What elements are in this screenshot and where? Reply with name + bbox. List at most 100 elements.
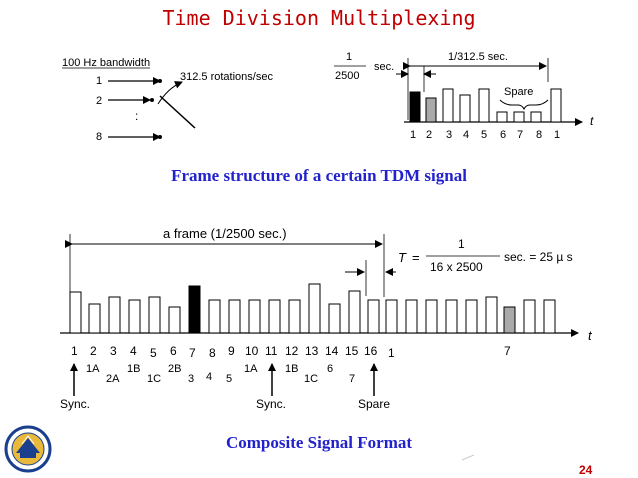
slot-number-1: 1 [71, 344, 78, 358]
top-pulse-label-3: 3 [446, 129, 452, 141]
slot-number-12: 12 [285, 344, 299, 358]
channel-label-11: 1C [304, 373, 318, 385]
top-pulse-1 [409, 91, 421, 123]
caption-frame-structure: Frame structure of a certain TDM signal [171, 166, 467, 185]
frame-label: a frame (1/2500 sec.) [163, 226, 287, 241]
top-pulse-label-2: 2 [426, 129, 432, 141]
slot-number-3: 3 [110, 344, 117, 358]
bottom-pulse-18 [405, 299, 418, 334]
bottom-pulse-11 [268, 299, 281, 334]
bottom-pulse-22 [485, 296, 498, 334]
result-label: sec. = 25 µ s [504, 250, 573, 264]
slot-number-15: 15 [345, 344, 359, 358]
channel-label-8: 5 [226, 373, 232, 385]
axis-t-top: t [590, 114, 594, 128]
frame-bottom: a frame (1/2500 sec.) T = 1 16 x 2500 se… [60, 226, 593, 411]
channel-label-6: 3 [188, 373, 194, 385]
top-pulse-9 [550, 88, 562, 123]
slot-number-18: 7 [504, 344, 511, 358]
frac-numerator: 1 [458, 237, 465, 251]
top-pulse-label-1: 1 [410, 129, 416, 141]
bottom-pulse-20 [445, 299, 458, 334]
top-pulse-6 [496, 111, 508, 123]
bottom-pulse-5 [148, 296, 161, 334]
bottom-pulse-25 [543, 299, 556, 334]
channel-label-12: 6 [327, 363, 333, 375]
slot-number-13: 13 [305, 344, 319, 358]
top-pulse-label-7: 7 [517, 129, 523, 141]
bottom-pulse-16 [367, 299, 380, 334]
slot-number-6: 6 [170, 344, 177, 358]
slot-number-16: 16 [364, 344, 378, 358]
top-pulse-label-4: 4 [463, 129, 469, 141]
channel-label-10: 1B [285, 363, 298, 375]
bottom-pulse-8 [208, 299, 221, 334]
top-pulse-8 [530, 111, 542, 123]
slot-number-9: 9 [228, 344, 235, 358]
sync-label-1: Sync. [60, 397, 90, 411]
bottom-pulse-1 [69, 291, 82, 334]
bottom-pulse-6 [168, 306, 181, 334]
university-logo [4, 425, 52, 473]
bottom-pulse-2 [88, 303, 101, 334]
slot-number-5: 5 [150, 346, 157, 360]
spare-label-bottom: Spare [358, 397, 390, 411]
bottom-pulse-23 [503, 306, 516, 334]
channel-label-5: 2B [168, 363, 181, 375]
sec-unit: sec. [374, 61, 394, 73]
T-symbol: T [398, 250, 407, 265]
sec-numerator: 1 [346, 51, 352, 63]
spare-label-top: Spare [504, 86, 533, 98]
channel-label-4: 1C [147, 373, 161, 385]
bottom-pulse-19 [425, 299, 438, 334]
bottom-pulse-13 [308, 283, 321, 334]
bottom-pulse-12 [288, 299, 301, 334]
rotation-label: 312.5 rotations/sec [180, 71, 273, 83]
commutator: 100 Hz bandwidth 1 2 : 8 312.5 rotations… [62, 57, 273, 143]
bandwidth-label: 100 Hz bandwidth [62, 57, 150, 69]
input-label-2: 2 [96, 95, 102, 107]
sec-denominator: 2500 [335, 70, 359, 82]
top-pulse-5 [478, 88, 490, 123]
bottom-pulse-15 [348, 290, 361, 334]
top-pulse-label-6: 6 [500, 129, 506, 141]
slot-number-14: 14 [325, 344, 339, 358]
sync-label-2: Sync. [256, 397, 286, 411]
channel-label-2: 2A [106, 373, 120, 385]
page-number: 24 [579, 463, 593, 477]
input-dots: : [135, 109, 138, 123]
input-label-8: 8 [96, 131, 102, 143]
slot-number-11: 11 [265, 344, 278, 358]
bottom-pulse-17 [385, 299, 398, 334]
bottom-pulse-3 [108, 296, 121, 334]
channel-label-1: 1A [86, 363, 100, 375]
slot-number-17: 1 [388, 346, 395, 360]
bottom-pulse-9 [228, 299, 241, 334]
bottom-pulse-24 [523, 299, 536, 334]
axis-t-bottom: t [588, 328, 593, 343]
top-pulse-label-5: 5 [481, 129, 487, 141]
top-pulse-label-9: 1 [554, 129, 560, 141]
period-label: 1/312.5 sec. [448, 51, 508, 63]
channel-label-7: 4 [206, 371, 212, 383]
channel-label-13: 7 [349, 373, 355, 385]
top-pulse-label-8: 8 [536, 129, 542, 141]
top-pulse-3 [442, 88, 454, 123]
decorative-stroke [461, 454, 475, 461]
slot-number-4: 4 [130, 344, 137, 358]
caption-composite-signal: Composite Signal Format [225, 433, 413, 452]
slot-number-2: 2 [90, 344, 97, 358]
frac-denominator: 16 x 2500 [430, 260, 483, 274]
top-pulse-7 [513, 111, 525, 123]
slide-title: Time Division Multiplexing [162, 6, 476, 30]
bottom-pulse-14 [328, 303, 341, 334]
top-pulse-4 [459, 94, 471, 123]
bottom-pulse-4 [128, 299, 141, 334]
slot-number-10: 10 [245, 344, 259, 358]
input-label-1: 1 [96, 75, 102, 87]
top-pulse-2 [425, 97, 437, 123]
channel-label-3: 1B [127, 363, 140, 375]
bottom-pulse-21 [465, 299, 478, 334]
